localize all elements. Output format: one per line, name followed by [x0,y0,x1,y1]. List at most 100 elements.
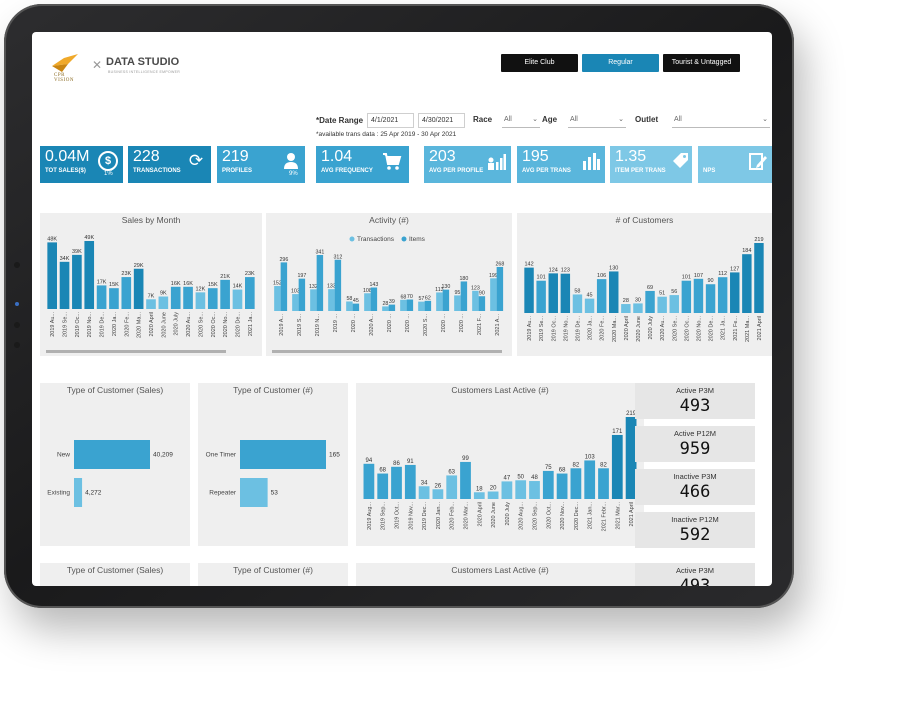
tick-label: 2019 Oc... [75,312,81,338]
data-label: 101 [682,275,691,281]
kpi-label: AVG FREQUENCY [321,168,373,174]
bar [310,289,317,311]
data-label: 23K [245,271,255,277]
chart-title: Customers Last Active (#) [451,565,549,575]
dashboard-screen: CPR VISION ✕ DATA STUDIO BUSINESS INTELL… [32,32,772,586]
logo-right-text: DATA STUDIO [106,56,180,68]
tick-label: 2020 Ja... [588,316,594,341]
tick-label: 2019 ... [333,314,339,333]
bar [490,278,497,311]
regular-button[interactable]: Regular [582,54,659,72]
tick-label: 2020 Se... [198,312,204,338]
tick-label: 2019 Aug... [367,502,373,530]
bar [609,271,619,313]
cpr-logo-icon [52,54,78,72]
outlet-select[interactable]: All ⌄ [672,113,770,128]
elite-club-button[interactable]: Elite Club [501,54,578,72]
date-to-input[interactable]: 4/30/2021 [418,113,465,128]
tick-label: 2020 Fe... [124,312,130,337]
chart-title: Type of Customer (Sales) [66,385,164,395]
bar [96,285,107,309]
bar [418,486,430,499]
data-label: 132 [309,284,318,290]
type-customer-count-panel: Type of Customer (#) One Timer 165 Repeate… [198,383,348,546]
bar [446,475,458,499]
category-label: One Timer [206,452,237,459]
category-label: Existing [47,490,70,497]
bar [548,273,558,313]
bar [207,288,218,309]
bar [146,299,156,309]
tourist-untagged-button[interactable]: Tourist & Untagged [663,54,740,72]
date-from-input[interactable]: 4/1/2021 [367,113,414,128]
tick-label: 2019 A... [279,314,285,336]
age-select[interactable]: All ⌄ [568,113,626,128]
kpi-value: 1.04 [321,148,353,165]
bar [364,293,371,311]
bar [391,466,402,499]
card-inactive-p12m: Inactive P12M 592 [635,512,755,548]
bar [245,277,255,309]
tick-label: 2019 Oc... [551,316,557,342]
card-title: Active P3M [676,386,714,395]
tick-label: 2020 July [174,312,180,336]
tick-label: 2020 July [505,502,511,526]
data-label: 15K [109,282,119,288]
data-label: 69 [647,285,653,291]
bar [487,491,499,499]
data-label: 94 [366,458,373,464]
bar [388,304,396,311]
bar [598,468,609,499]
data-label: 91 [407,459,414,465]
tick-label: 2021 Jan... [588,502,594,530]
tick-label: 2020 April [149,312,155,336]
tick-label: 2020 De... [235,312,241,338]
people-chart-icon [488,154,506,170]
tick-label: 2020 De... [709,316,715,342]
tick-label: 2021 Ma... [745,316,751,342]
data-label: 82 [573,462,580,468]
data-label: 58 [574,288,580,294]
bar [170,286,181,309]
card-value: 493 [679,576,711,586]
tick-label: 2020 Aug... [519,502,525,530]
bar [621,304,631,313]
data-label: 197 [297,273,306,279]
logo-subtitle: BUSINESS INTELLIGENCE EMPOWER [108,70,181,74]
race-select[interactable]: All ⌄ [502,113,540,128]
kpi-label: AVG PER TRANS [522,168,571,174]
kpi-label: AVG PER PROFILE [429,168,484,174]
tick-label: 2020 Au... [660,316,666,341]
bar [681,280,692,313]
data-label: 103 [585,454,596,460]
data-label: 108 [363,288,372,294]
bar [240,478,268,507]
tick-label: 2020 April [624,316,630,340]
data-label: 45 [353,298,359,304]
data-label: 68 [559,468,566,474]
bar [669,295,679,313]
customers-last-active-panel-2: Customers Last Active (#) [356,563,644,586]
type-customer-count-panel-2: Type of Customer (#) [198,563,348,586]
data-label: 199 [489,273,498,279]
card-value: 466 [679,482,711,502]
data-label: 90 [479,291,485,297]
data-label: 133 [327,284,336,290]
tick-label: 2020 ... [441,314,447,333]
data-label: 165 [329,452,340,459]
data-label: 16K [183,281,193,287]
chevron-down-icon: ⌄ [532,116,538,123]
data-label: 130 [609,265,618,271]
bar [74,440,150,469]
sales-by-month-panel: Sales by Month 48K 2019 Au... 34K 2019 Se..… [40,213,262,356]
kpi-avg-frequency: 1.04 AVG FREQUENCY [316,146,409,183]
card-active-p12m: Active P12M 959 [635,426,755,462]
chart-title: Sales by Month [121,215,181,225]
bar [556,473,568,499]
data-label: 26 [435,483,442,489]
card-value: 959 [679,439,711,459]
card-value: 493 [679,396,711,416]
tick-label: 2019 Au... [527,316,533,341]
bar [460,281,468,311]
dollar-icon: $ [98,151,118,171]
